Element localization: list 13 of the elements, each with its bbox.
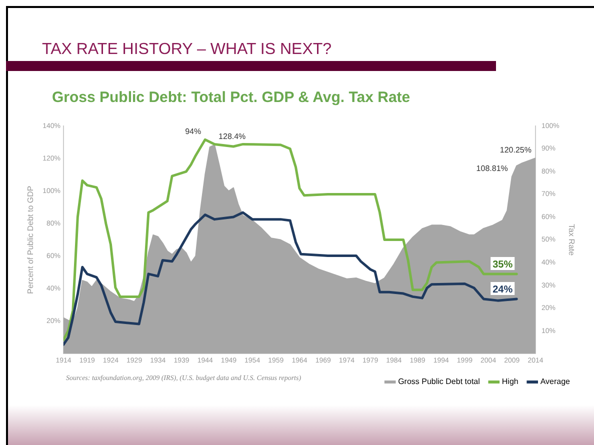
data-label: 24%: [492, 284, 513, 296]
data-label: 35%: [492, 260, 513, 271]
data-label: 128.4%: [218, 132, 246, 142]
chart-title: TAX RATE HISTORY – WHAT IS NEXT?: [42, 41, 332, 59]
y-axis-title: Percent of Public Debt to GDP: [26, 186, 36, 294]
legend-label: Gross Public Debt total: [398, 377, 480, 386]
data-label: 108.81%: [476, 164, 508, 173]
data-label: 120.25%: [500, 145, 532, 154]
legend-label: Average: [540, 377, 571, 386]
chart-subtitle: Gross Public Debt: Total Pct. GDP & Avg. Tax Rate: [52, 89, 410, 106]
data-label: 94%: [185, 126, 202, 136]
y2-axis-title: Tax Rate: [566, 224, 576, 256]
legend-label: High: [502, 377, 518, 386]
